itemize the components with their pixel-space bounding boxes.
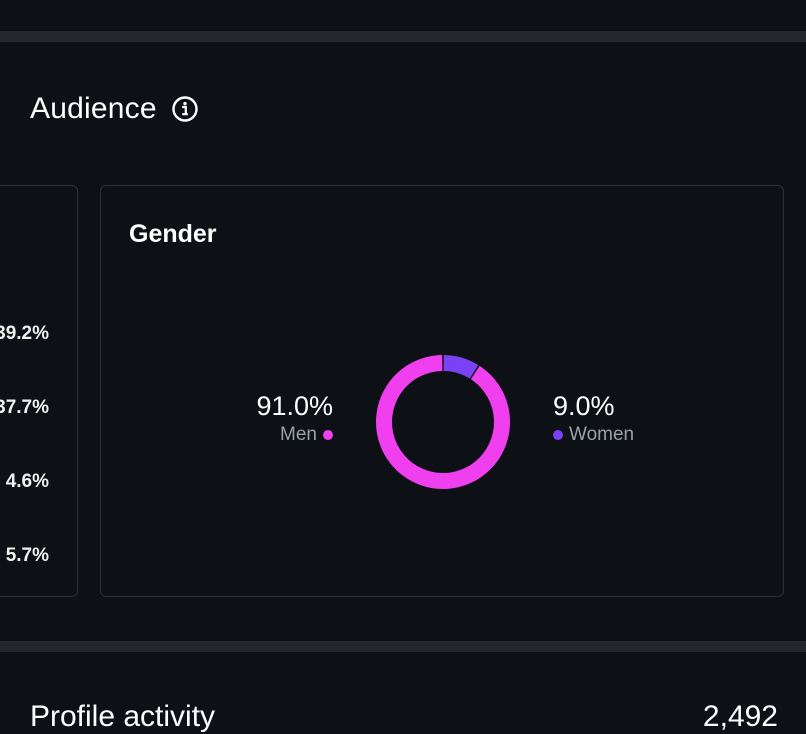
women-legend-dot <box>553 430 563 440</box>
section-divider-top <box>0 31 806 42</box>
profile-activity-title: Profile activity <box>30 700 216 733</box>
men-legend: Men <box>280 424 333 446</box>
percentage-value: 5.7% <box>5 545 49 566</box>
percentage-value: 39.2% <box>0 323 49 344</box>
gender-donut-chart <box>376 355 510 489</box>
donut-slice-women[interactable] <box>443 355 479 379</box>
men-value: 91.0% <box>256 391 333 421</box>
women-value: 9.0% <box>553 391 615 421</box>
women-label: Women <box>569 424 635 445</box>
gender-card-title: Gender <box>129 220 217 248</box>
donut-slice-men[interactable] <box>376 355 510 489</box>
audience-header: Audience <box>30 92 199 126</box>
section-divider-bottom <box>0 641 806 652</box>
percentage-value: 4.6% <box>5 471 49 492</box>
women-stat: 9.0% Women <box>553 391 634 446</box>
profile-activity-value: 2,492 <box>702 700 778 733</box>
info-icon[interactable] <box>171 95 199 123</box>
men-label: Men <box>280 424 317 445</box>
men-stat: 91.0% Men <box>256 391 333 446</box>
audience-title: Audience <box>30 92 157 125</box>
women-legend: Women <box>553 424 634 446</box>
gender-card: Gender 91.0% Men 9.0% Women <box>100 185 784 597</box>
percentage-value: 37.7% <box>0 397 49 418</box>
men-legend-dot <box>323 430 333 440</box>
partial-card-left: 39.2% 37.7% 4.6% 5.7% <box>0 185 78 597</box>
